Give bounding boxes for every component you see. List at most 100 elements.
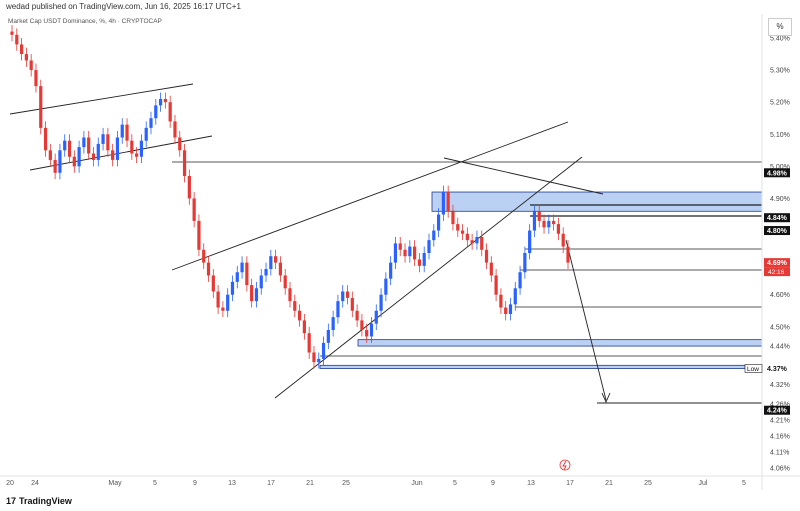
candle-body [389, 262, 393, 279]
candle-body [326, 330, 330, 343]
candle-body [528, 230, 532, 253]
price-chart[interactable]: 5.40%5.30%5.20%5.10%5.00%4.90%4.70%4.60%… [0, 14, 800, 490]
candle-body [58, 150, 62, 173]
candle-body [182, 150, 187, 176]
candles [10, 25, 570, 369]
candle-body [106, 134, 110, 151]
footer-bar [0, 490, 800, 511]
candle-body [552, 220, 556, 225]
candle-body [278, 262, 283, 276]
x-tick-label: 5 [153, 480, 157, 487]
rising-line-lower [274, 156, 583, 399]
arrow-head [601, 392, 611, 404]
candle-body [149, 118, 153, 128]
candle-body [34, 70, 38, 87]
candle-body [302, 320, 306, 334]
candle-body [226, 294, 230, 311]
x-tick-label: 21 [605, 480, 613, 487]
candle-body [417, 259, 422, 266]
candle-body [355, 310, 359, 321]
candle-body [360, 320, 364, 331]
zone-rect [357, 339, 763, 347]
price-label-bg [764, 226, 790, 236]
y-tick-label: 5.30% [770, 68, 790, 75]
x-tick-label: 20 [6, 480, 14, 487]
candle-body [422, 253, 426, 266]
candle-body [197, 220, 201, 250]
candle-body [29, 60, 33, 71]
candle-body [48, 150, 52, 160]
candle-body [101, 134, 105, 144]
candle-body [72, 156, 76, 167]
y-tick-label: 4.26% [770, 401, 790, 408]
candle-body [523, 253, 527, 273]
x-tick-label: Jun [411, 480, 422, 487]
projection-arrow [565, 239, 607, 401]
y-tick-label: 4.90% [770, 196, 790, 203]
candle-body [547, 220, 551, 228]
candle-body [158, 98, 163, 106]
candle-body [53, 159, 57, 173]
y-tick-label: 4.06% [770, 466, 790, 473]
tradingview-logo-mark: 17 [6, 496, 17, 506]
candle-body [202, 249, 206, 263]
y-tick-label: 4.50% [770, 324, 790, 331]
candle-body [456, 224, 460, 231]
percent-scale-button[interactable]: % [768, 18, 792, 36]
candle-body [542, 220, 546, 228]
candle-body [297, 310, 302, 321]
candle-body [283, 275, 287, 289]
candle-body [240, 262, 244, 273]
candle-body [187, 175, 191, 199]
candle-body [115, 137, 120, 160]
tradingview-logo[interactable]: 17 TradingView [6, 496, 72, 506]
candle-body [130, 140, 134, 154]
candle-body [269, 256, 273, 270]
candle-body [537, 211, 541, 221]
candle-body [460, 230, 465, 234]
y-tick-label: 4.32% [770, 382, 790, 389]
candle-body [566, 246, 570, 263]
candle-body [87, 137, 91, 154]
candle-body [250, 285, 254, 302]
candle-body [398, 243, 402, 250]
low-label-box [744, 364, 763, 373]
candle-body [288, 288, 292, 302]
candle-body [63, 140, 67, 151]
candle-body [254, 288, 259, 302]
header-bar: wedad published on TradingView.com, Jun … [0, 0, 800, 14]
y-tick-label: 5.20% [770, 100, 790, 107]
candle-body [163, 98, 167, 103]
candle-body [451, 211, 455, 225]
candle-body [556, 224, 561, 234]
countdown-label: 42:16 [768, 269, 785, 276]
price-label: 4.69% [767, 260, 788, 267]
candle-body [331, 317, 335, 331]
x-tick-label: 9 [193, 480, 197, 487]
candle-body [206, 262, 211, 276]
candle-body [365, 330, 369, 337]
candle-body [307, 333, 311, 353]
candle-body [480, 236, 484, 250]
candle-body [111, 150, 115, 160]
candle-body [144, 127, 148, 141]
price-label-bg [764, 213, 790, 223]
candle-body [120, 124, 124, 138]
y-tick-label: 5.40% [770, 36, 790, 43]
price-label: 4.37% [767, 366, 788, 373]
candle-body [504, 307, 508, 314]
candle-body [499, 294, 503, 308]
price-axis: 5.40%5.30%5.20%5.10%5.00%4.90%4.70%4.60%… [744, 14, 790, 490]
y-tick-label: 4.21% [770, 417, 790, 424]
x-tick-label: 24 [31, 480, 39, 487]
candle-body [436, 214, 441, 231]
candle-body [475, 236, 479, 244]
candle-body [341, 291, 345, 302]
candle-body [173, 121, 177, 138]
candle-body [403, 249, 407, 257]
candle-body [96, 143, 100, 160]
candle-body [125, 124, 129, 141]
y-tick-label: 4.60% [770, 292, 790, 299]
candle-body [470, 240, 474, 244]
lightning-bolt-icon [562, 460, 567, 471]
